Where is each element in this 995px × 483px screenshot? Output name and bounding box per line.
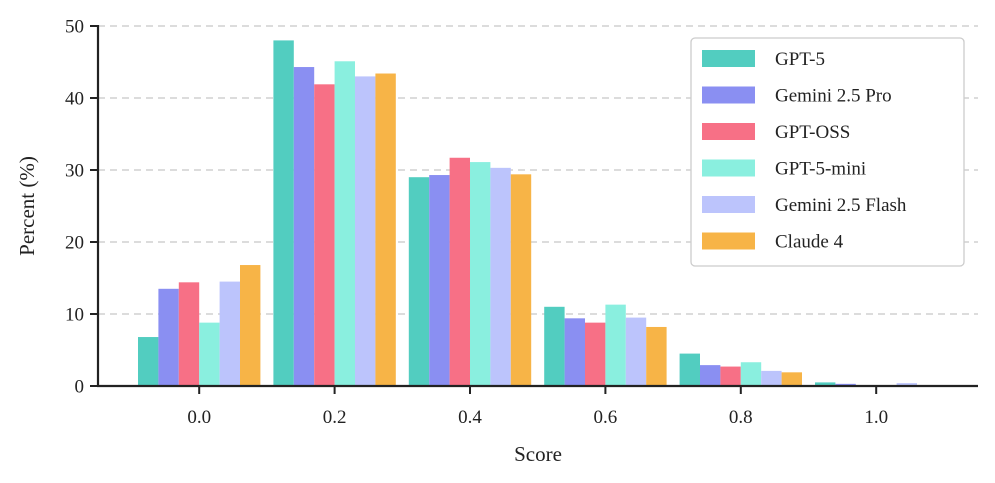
bar [408, 177, 430, 386]
bar [273, 40, 294, 387]
x-tick-label: 0.4 [458, 407, 482, 428]
bar [470, 162, 491, 386]
x-tick-labels: 0.0 0.2 0.4 0.6 0.8 1.0 [187, 386, 888, 428]
bar [199, 322, 220, 386]
bar [490, 167, 511, 386]
x-tick-label: 0.2 [323, 407, 347, 428]
bar [334, 61, 355, 386]
bar [896, 383, 917, 386]
axes [96, 25, 978, 388]
legend-label: Gemini 2.5 Flash [775, 195, 907, 216]
y-tick-label: 10 [65, 305, 84, 326]
y-tick-label: 50 [65, 17, 84, 38]
bar [700, 365, 721, 386]
legend-label: GPT-5 [775, 49, 825, 70]
x-tick-label: 0.0 [187, 407, 211, 428]
legend-label: GPT-OSS [775, 122, 850, 143]
legend-swatch [702, 123, 755, 140]
bar [720, 366, 741, 386]
bar [178, 282, 200, 386]
legend-box [690, 37, 965, 267]
bar [544, 306, 565, 386]
bar [314, 84, 335, 386]
legend-label: Gemini 2.5 Pro [775, 86, 892, 107]
legend: GPT-5 Gemini 2.5 Pro GPT-OSS GPT-5-mini Gemi… [690, 37, 965, 267]
bar [605, 304, 626, 386]
bar [293, 67, 315, 386]
bar [781, 372, 802, 386]
bar [761, 370, 782, 386]
bar [564, 318, 585, 386]
x-tick-label: 0.8 [729, 407, 753, 428]
y-tick-label: 30 [65, 161, 84, 182]
x-tick-label: 1.0 [864, 407, 888, 428]
bar [240, 265, 261, 386]
legend-label: GPT-5-mini [775, 159, 866, 180]
y-tick-label: 40 [65, 89, 84, 110]
bar [219, 281, 240, 386]
bar [510, 174, 532, 386]
bar [646, 326, 667, 386]
bar [815, 382, 836, 386]
bar [740, 362, 762, 386]
bar [625, 317, 647, 386]
x-axis-title: Score [514, 442, 562, 466]
bar [375, 73, 396, 387]
bar [679, 353, 700, 386]
legend-swatch [702, 196, 755, 213]
y-tick-label: 20 [65, 233, 84, 254]
y-tick-labels: 0 10 20 30 40 50 [65, 17, 98, 398]
y-tick-label: 0 [75, 377, 85, 398]
legend-swatch [702, 232, 755, 250]
bar [138, 337, 159, 386]
bar [585, 322, 606, 386]
bar [355, 76, 376, 387]
legend-swatch [702, 50, 755, 67]
bar [158, 288, 179, 386]
legend-swatch [702, 86, 755, 104]
legend-swatch [702, 159, 755, 177]
x-tick-label: 0.6 [594, 407, 618, 428]
bar [449, 157, 470, 386]
bars [138, 40, 938, 387]
legend-label: Claude 4 [775, 232, 844, 253]
y-axis-title: Percent (%) [15, 156, 39, 256]
bar [429, 175, 450, 386]
